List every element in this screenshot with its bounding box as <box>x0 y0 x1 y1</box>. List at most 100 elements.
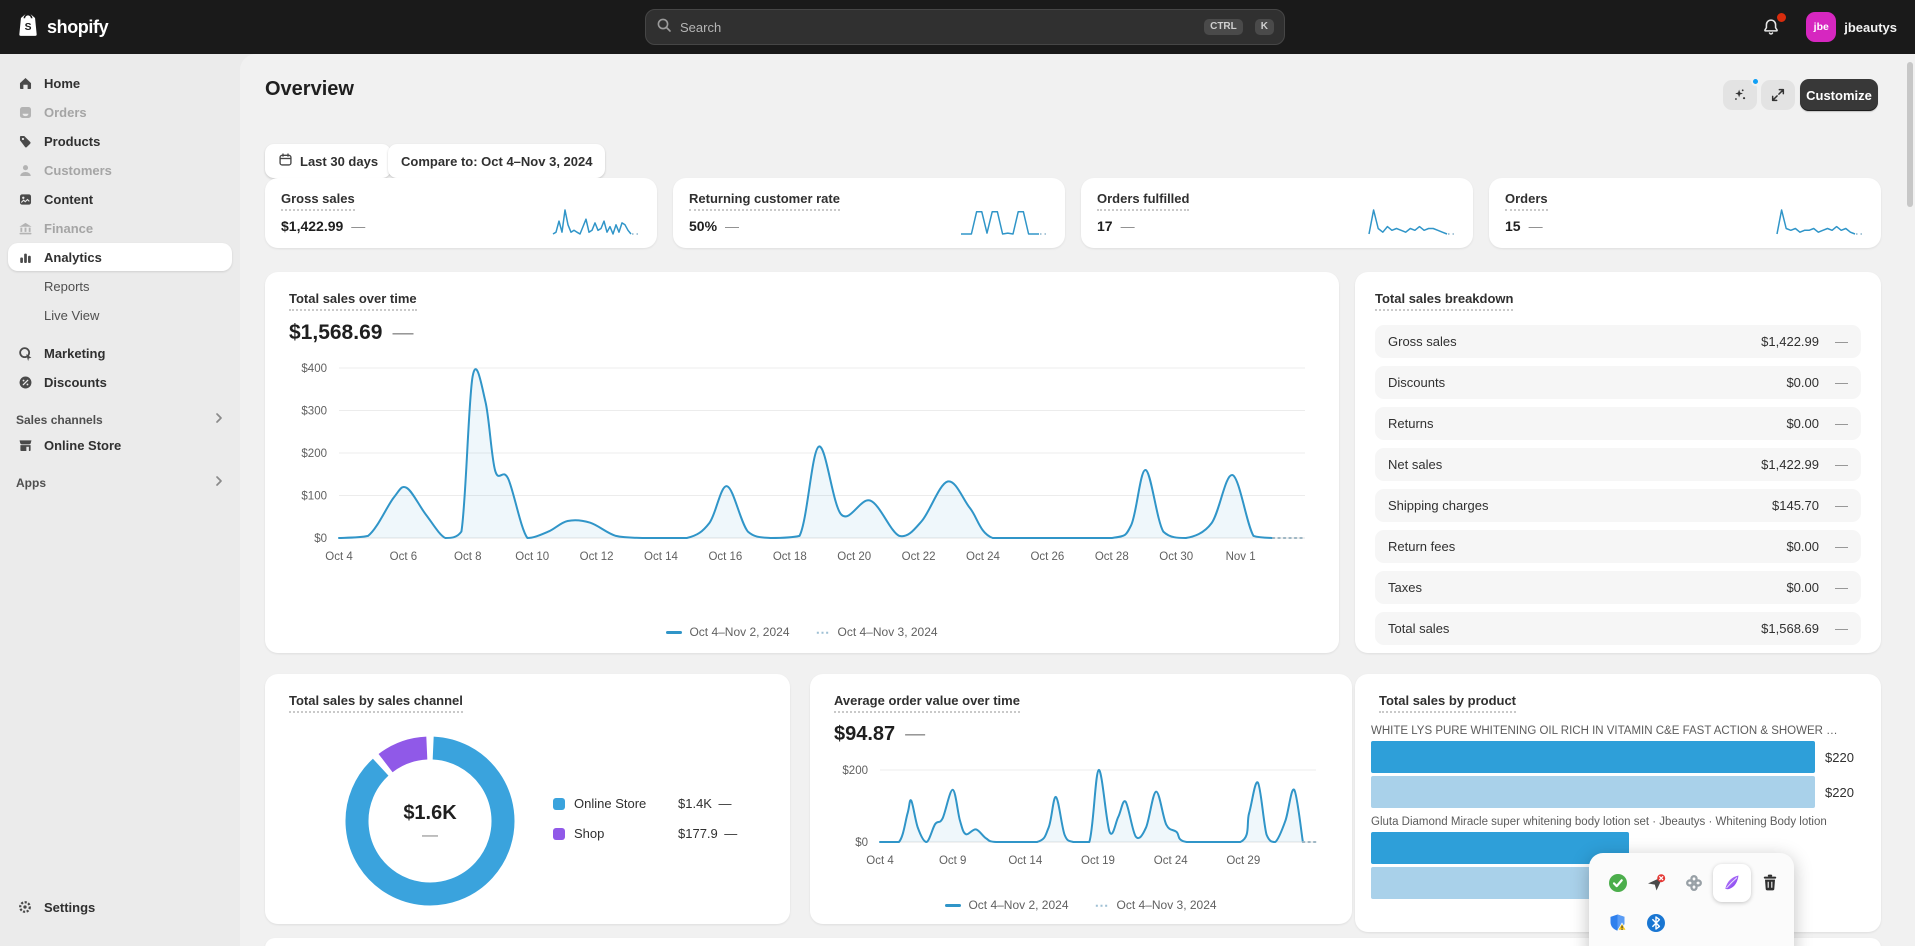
svg-text:$400: $400 <box>301 363 327 375</box>
product-bar[interactable] <box>1371 867 1602 899</box>
breakdown-row-gross-sales[interactable]: Gross sales$1,422.99— <box>1375 325 1861 358</box>
svg-text:Oct 29: Oct 29 <box>1226 855 1260 867</box>
date-range-button[interactable]: Last 30 days <box>265 144 391 178</box>
svg-text:Oct 19: Oct 19 <box>1081 855 1115 867</box>
product-name: WHITE LYS PURE WHITENING OIL RICH IN VIT… <box>1371 725 1841 737</box>
metric-sparkline <box>1367 206 1459 245</box>
metric-card-orders: Orders15— <box>1489 178 1881 248</box>
extension-popup <box>1589 853 1794 946</box>
vertical-scrollbar[interactable] <box>1907 62 1913 207</box>
legend-item: Oct 4–Nov 2, 2024 <box>666 625 789 639</box>
feather-icon[interactable] <box>1713 864 1751 902</box>
chart-title[interactable]: Average order value over time <box>834 693 1020 713</box>
aov-chart: $0$200Oct 4Oct 9Oct 14Oct 19Oct 24Oct 29 <box>834 762 1328 875</box>
bluetooth-icon[interactable] <box>1637 904 1675 942</box>
metric-value-text: 17 <box>1097 218 1113 234</box>
chart-title[interactable]: Total sales over time <box>289 291 417 311</box>
sidebar-item-online-store[interactable]: Online Store <box>8 431 232 459</box>
store-icon <box>16 436 34 454</box>
product-bar[interactable] <box>1371 776 1815 808</box>
legend-item: ⋯Oct 4–Nov 3, 2024 <box>816 625 938 639</box>
change-dash: — <box>351 218 365 234</box>
breakdown-row-shipping-charges[interactable]: Shipping charges$145.70— <box>1375 489 1861 522</box>
breakdown-row-return-fees[interactable]: Return fees$0.00— <box>1375 530 1861 563</box>
legend-value: $1.4K — <box>678 796 731 811</box>
check-circle-icon[interactable] <box>1599 864 1637 902</box>
chart-title[interactable]: Total sales by product <box>1379 693 1516 713</box>
discounts-icon <box>16 373 34 391</box>
sidebar-item-marketing[interactable]: Marketing <box>8 339 232 367</box>
sidebar-item-finance[interactable]: Finance <box>8 214 232 242</box>
breakdown-value: $0.00 <box>1786 375 1819 390</box>
breakdown-row-discounts[interactable]: Discounts$0.00— <box>1375 366 1861 399</box>
sidebar-item-live-view[interactable]: Live View <box>8 301 232 329</box>
sidebar-item-discounts[interactable]: Discounts <box>8 368 232 396</box>
sidebar-item-customers[interactable]: Customers <box>8 156 232 184</box>
chart-title[interactable]: Total sales by sales channel <box>289 693 463 713</box>
sidebar-item-analytics[interactable]: Analytics <box>8 243 232 271</box>
aov-over-time-card: Average order value over time $94.87 — $… <box>810 674 1352 924</box>
svg-text:Oct 4: Oct 4 <box>866 855 894 867</box>
sidebar-item-home[interactable]: Home <box>8 69 232 97</box>
expand-button[interactable] <box>1761 80 1795 110</box>
svg-text:Oct 18: Oct 18 <box>773 551 807 563</box>
sidebar-item-content[interactable]: Content <box>8 185 232 213</box>
svg-text:Oct 28: Oct 28 <box>1095 551 1129 563</box>
change-dash: — <box>1835 580 1848 595</box>
change-dash: — <box>1835 621 1848 636</box>
breakdown-row-taxes[interactable]: Taxes$0.00— <box>1375 571 1861 604</box>
sidebar-item-label: Content <box>44 192 93 207</box>
product-name: Gluta Diamond Miracle super whitening bo… <box>1371 816 1841 828</box>
customize-button[interactable]: Customize <box>1800 79 1878 111</box>
sidebar-item-orders[interactable]: Orders <box>8 98 232 126</box>
breakdown-row-net-sales[interactable]: Net sales$1,422.99— <box>1375 448 1861 481</box>
breakdown-value: $0.00 <box>1786 539 1819 554</box>
breakdown-title[interactable]: Total sales breakdown <box>1375 291 1513 311</box>
donut-center-value: $1.6K — <box>335 802 525 845</box>
dotted-line-swatch: ⋯ <box>1095 904 1110 907</box>
shield-warning-icon[interactable] <box>1599 904 1637 942</box>
sidebar-section-apps[interactable]: Apps <box>16 475 224 490</box>
trash-icon[interactable] <box>1751 864 1789 902</box>
sidebar-item-reports[interactable]: Reports <box>8 272 232 300</box>
breakdown-row-returns[interactable]: Returns$0.00— <box>1375 407 1861 440</box>
sidebar-item-products[interactable]: Products <box>8 127 232 155</box>
metric-title[interactable]: Gross sales <box>281 191 355 211</box>
sidebar-item-settings[interactable]: Settings <box>8 893 232 921</box>
change-dash: — <box>1835 498 1848 513</box>
sidebar-item-label: Live View <box>44 308 99 323</box>
sidebar-section-sales-channels[interactable]: Sales channels <box>16 412 224 427</box>
product-bar[interactable] <box>1371 741 1815 773</box>
products-icon <box>16 132 34 150</box>
product-bar-row: $220 <box>1371 776 1865 808</box>
metric-title[interactable]: Orders <box>1505 191 1548 211</box>
sidebar-item-label: Finance <box>44 221 93 236</box>
donut-legend-online-store: Online Store$1.4K — <box>553 796 763 811</box>
sidebar-item-label: Marketing <box>44 346 105 361</box>
svg-text:Oct 12: Oct 12 <box>580 551 614 563</box>
send-blocked-icon[interactable] <box>1637 864 1675 902</box>
breakdown-value: $145.70 <box>1772 498 1819 513</box>
page-title: Overview <box>265 78 354 101</box>
legend-item: ⋯Oct 4–Nov 3, 2024 <box>1095 898 1217 912</box>
breakdown-value: $1,422.99 <box>1761 334 1819 349</box>
notifications-button[interactable] <box>1756 12 1786 42</box>
account-menu[interactable]: jbe jbeautys <box>1800 8 1903 46</box>
breakdown-row-total-sales[interactable]: Total sales$1,568.69— <box>1375 612 1861 645</box>
metric-title[interactable]: Returning customer rate <box>689 191 840 211</box>
solid-line-swatch <box>945 904 961 907</box>
shopify-logo[interactable]: S shopify <box>16 12 108 43</box>
search-input[interactable]: Search CTRL K <box>645 9 1285 45</box>
metric-value-text: 50% <box>689 218 717 234</box>
metric-card-gross-sales: Gross sales$1,422.99— <box>265 178 657 248</box>
clover-knot-icon[interactable] <box>1675 864 1713 902</box>
compare-button[interactable]: Compare to: Oct 4–Nov 3, 2024 <box>388 144 605 178</box>
insights-button[interactable] <box>1723 80 1757 110</box>
metric-sparkline <box>959 206 1051 245</box>
breakdown-label: Gross sales <box>1388 334 1761 349</box>
metric-title[interactable]: Orders fulfilled <box>1097 191 1189 211</box>
chevron-right-icon <box>214 412 224 427</box>
legend-label: Oct 4–Nov 3, 2024 <box>838 625 938 639</box>
sidebar-item-label: Customers <box>44 163 112 178</box>
legend-swatch <box>553 798 565 810</box>
